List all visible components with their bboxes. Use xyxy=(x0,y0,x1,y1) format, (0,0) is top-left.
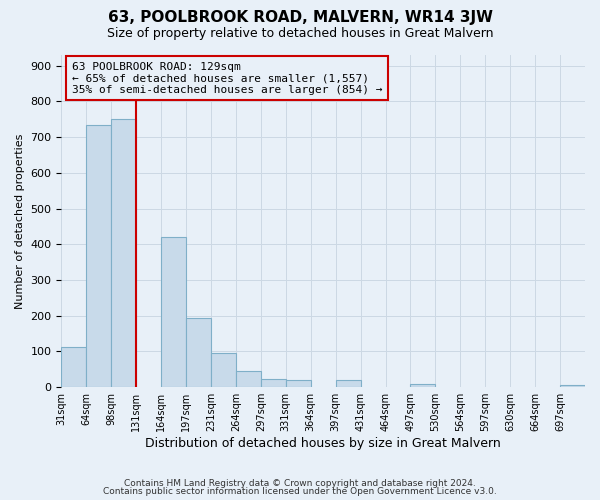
Text: Contains HM Land Registry data © Crown copyright and database right 2024.: Contains HM Land Registry data © Crown c… xyxy=(124,478,476,488)
Y-axis label: Number of detached properties: Number of detached properties xyxy=(15,134,25,309)
Bar xyxy=(410,384,436,387)
Text: 63, POOLBROOK ROAD, MALVERN, WR14 3JW: 63, POOLBROOK ROAD, MALVERN, WR14 3JW xyxy=(107,10,493,25)
Bar xyxy=(261,380,286,387)
Bar xyxy=(86,124,111,387)
X-axis label: Distribution of detached houses by size in Great Malvern: Distribution of detached houses by size … xyxy=(145,437,501,450)
Bar xyxy=(335,380,361,387)
Text: Contains public sector information licensed under the Open Government Licence v3: Contains public sector information licen… xyxy=(103,487,497,496)
Text: Size of property relative to detached houses in Great Malvern: Size of property relative to detached ho… xyxy=(107,28,493,40)
Bar xyxy=(161,237,186,387)
Bar xyxy=(236,371,261,387)
Text: 63 POOLBROOK ROAD: 129sqm
← 65% of detached houses are smaller (1,557)
35% of se: 63 POOLBROOK ROAD: 129sqm ← 65% of detac… xyxy=(72,62,382,95)
Bar xyxy=(286,380,311,387)
Bar xyxy=(111,118,136,387)
Bar xyxy=(61,347,86,387)
Bar xyxy=(211,354,236,387)
Bar xyxy=(186,318,211,387)
Bar xyxy=(560,386,585,387)
